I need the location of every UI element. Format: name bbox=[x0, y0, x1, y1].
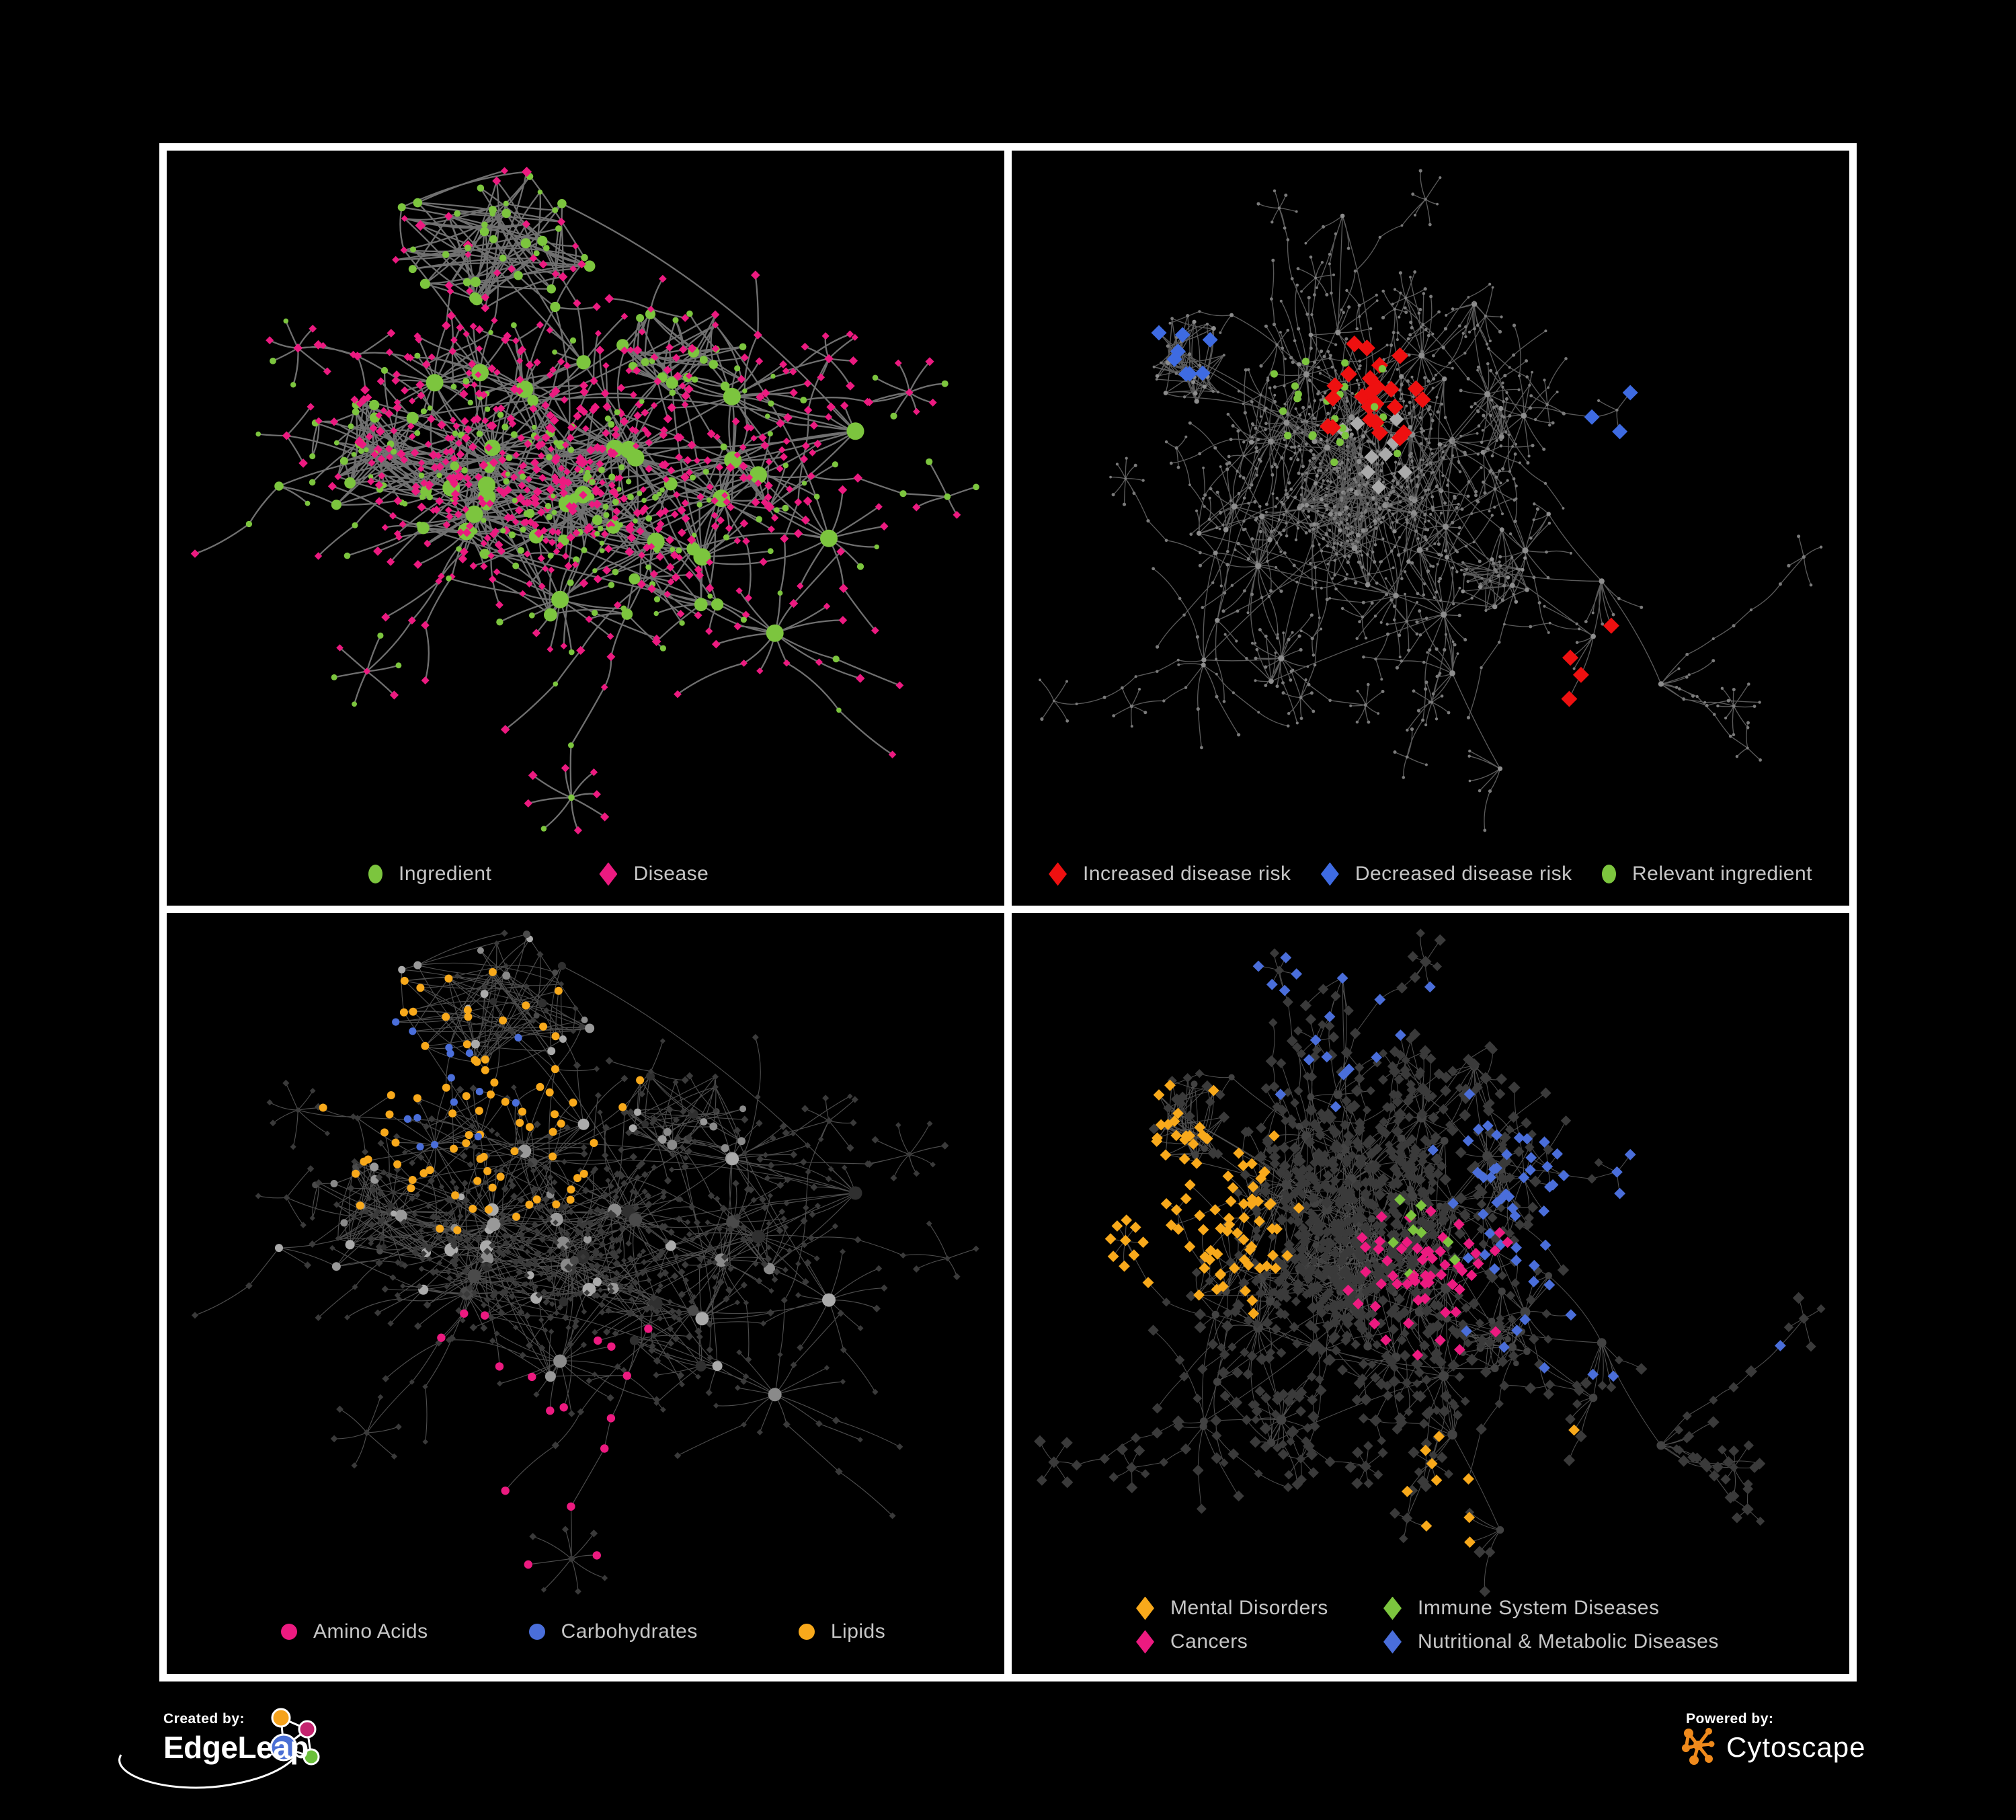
disease-risk-network-graph bbox=[1039, 169, 1823, 832]
legend-label-immune-system-diseases: Immune System Diseases bbox=[1418, 1597, 1660, 1619]
legend-label-cancers: Cancers bbox=[1170, 1630, 1248, 1653]
cytoscape-wordmark: Cytoscape bbox=[1726, 1731, 1866, 1763]
decreased-risk-diamond-icon bbox=[1320, 862, 1339, 886]
lipids-circle-icon bbox=[798, 1624, 815, 1640]
panel-disease-risk: Increased disease risk Decreased disease… bbox=[1012, 151, 1849, 906]
nutrient-classes-network-graph bbox=[191, 929, 979, 1595]
panel-nutrient-classes: Amino Acids Carbohydrates Lipids bbox=[167, 913, 1004, 1667]
increased-risk-diamond-icon bbox=[1049, 862, 1067, 886]
legend-label-increased-risk: Increased disease risk bbox=[1083, 863, 1291, 885]
created-by-label: Created by: bbox=[163, 1711, 245, 1727]
legend-item-lipids: Lipids bbox=[798, 1620, 886, 1643]
legend-item-immune-system-diseases: Immune System Diseases bbox=[1383, 1596, 1719, 1620]
carbohydrates-circle-icon bbox=[528, 1624, 545, 1640]
legend-label-lipids: Lipids bbox=[830, 1620, 886, 1643]
nutritional-metabolic-diseases-diamond-icon bbox=[1383, 1630, 1402, 1654]
legend-item-cancers: Cancers bbox=[1136, 1630, 1383, 1654]
mental-disorders-diamond-icon bbox=[1136, 1596, 1154, 1620]
legend-item-relevant-ingredient: Relevant ingredient bbox=[1601, 863, 1812, 885]
legend-item-nutritional-metabolic-diseases: Nutritional & Metabolic Diseases bbox=[1383, 1630, 1719, 1654]
legend-item-decreased-risk: Decreased disease risk bbox=[1320, 862, 1572, 886]
amino-acids-circle-icon bbox=[281, 1624, 297, 1640]
panel-disease-classes: Mental Disorders Immune System Diseases … bbox=[1012, 913, 1849, 1667]
panel-ingredient-disease: Ingredient Disease bbox=[167, 151, 1004, 906]
legend-label-carbohydrates: Carbohydrates bbox=[561, 1620, 698, 1643]
legend-item-disease: Disease bbox=[599, 862, 709, 886]
legend-disease-risk: Increased disease risk Decreased disease… bbox=[1049, 862, 1812, 886]
legend-item-carbohydrates: Carbohydrates bbox=[528, 1620, 698, 1643]
powered-by-label: Powered by: bbox=[1686, 1711, 1774, 1727]
legend-label-amino-acids: Amino Acids bbox=[313, 1620, 428, 1643]
disease-diamond-icon bbox=[599, 862, 618, 886]
ingredient-disease-network-graph bbox=[190, 167, 979, 835]
edgeleap-wordmark: EdgeLeap bbox=[163, 1730, 309, 1765]
ingredient-circle-icon bbox=[368, 865, 382, 883]
legend-ingredient-disease: Ingredient Disease bbox=[368, 862, 709, 886]
edgeleap-logo-icon bbox=[118, 1708, 320, 1789]
legend-nutrient-classes: Amino Acids Carbohydrates Lipids bbox=[281, 1620, 885, 1643]
legend-item-ingredient: Ingredient bbox=[368, 863, 491, 885]
legend-item-mental-disorders: Mental Disorders bbox=[1136, 1596, 1383, 1620]
legend-item-increased-risk: Increased disease risk bbox=[1049, 862, 1291, 886]
legend-disease-classes: Mental Disorders Immune System Diseases … bbox=[1136, 1596, 1719, 1654]
legend-label-disease: Disease bbox=[633, 863, 709, 885]
disease-classes-network-graph bbox=[1034, 928, 1826, 1597]
relevant-ingredient-circle-icon bbox=[1601, 865, 1616, 883]
immune-system-diseases-diamond-icon bbox=[1383, 1596, 1402, 1620]
legend-label-ingredient: Ingredient bbox=[399, 863, 492, 885]
legend-label-decreased-risk: Decreased disease risk bbox=[1355, 863, 1572, 885]
legend-label-nutritional-metabolic-diseases: Nutritional & Metabolic Diseases bbox=[1418, 1630, 1719, 1653]
legend-label-mental-disorders: Mental Disorders bbox=[1170, 1597, 1328, 1619]
legend-label-relevant-ingredient: Relevant ingredient bbox=[1631, 863, 1812, 885]
legend-item-amino-acids: Amino Acids bbox=[281, 1620, 428, 1643]
cytoscape-logo-icon bbox=[1682, 1728, 1715, 1765]
panel-divider-horizontal bbox=[159, 906, 1857, 913]
cancers-diamond-icon bbox=[1136, 1630, 1154, 1654]
